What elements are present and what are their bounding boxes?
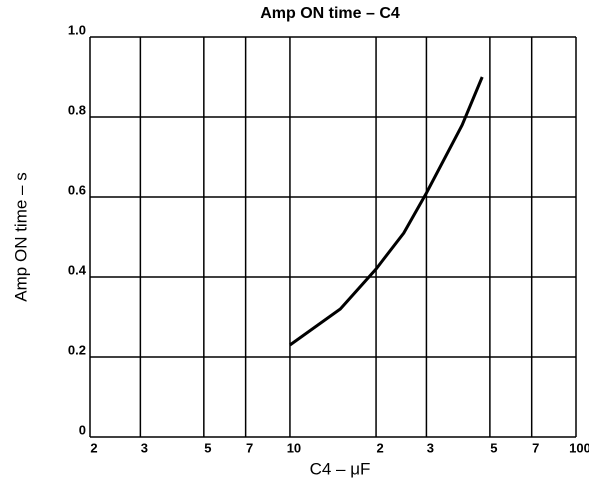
x-tick-label: 3: [427, 440, 434, 455]
y-tick-label: 0.6: [68, 182, 86, 197]
x-tick-label: 2: [90, 440, 97, 455]
y-tick-label: 0: [79, 422, 86, 437]
y-tick-label: 0.2: [68, 342, 86, 357]
x-tick-label: 5: [204, 440, 211, 455]
x-tick-label: 7: [532, 440, 539, 455]
y-tick-label: 1.0: [68, 22, 86, 37]
x-tick-label: 2: [376, 440, 383, 455]
y-tick-label: 0.8: [68, 102, 86, 117]
x-axis-label: C4 – μF: [310, 459, 371, 478]
x-tick-label: 3: [141, 440, 148, 455]
chart-title: Amp ON time – C4: [260, 5, 400, 22]
y-axis-label: Amp ON time – s: [11, 172, 30, 301]
x-tick-label: 100: [569, 440, 589, 455]
data-line: [289, 76, 484, 347]
x-tick-label: 10: [287, 440, 301, 455]
x-tick-label: 5: [490, 440, 497, 455]
y-tick-label: 0.4: [68, 262, 87, 277]
x-tick-label: 7: [246, 440, 253, 455]
